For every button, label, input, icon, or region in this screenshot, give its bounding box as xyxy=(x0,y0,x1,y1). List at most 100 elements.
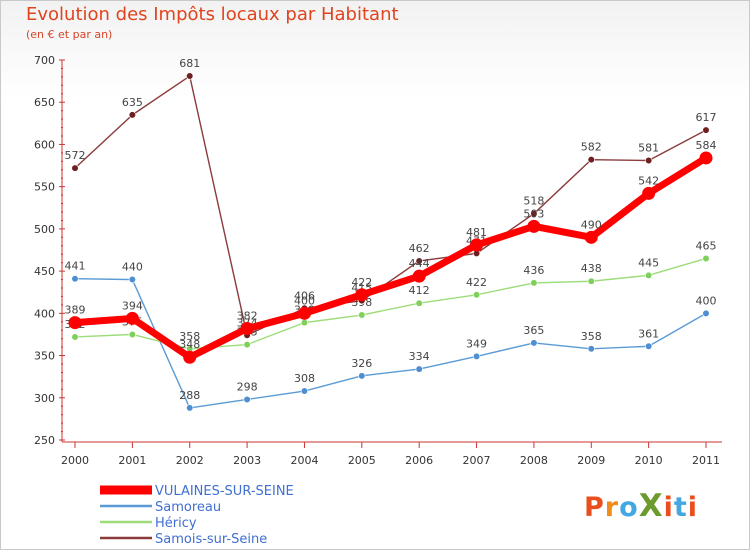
data-point-vulaines-sur-seine xyxy=(527,219,541,233)
data-point-vulaines-sur-seine xyxy=(68,316,82,330)
legend-label-samois-sur-seine: Samois-sur-Seine xyxy=(155,532,267,547)
data-point-vulaines-sur-seine xyxy=(355,288,369,302)
series-line-hericy xyxy=(74,257,707,350)
data-label-samois-sur-seine: 572 xyxy=(65,149,86,162)
data-point-samoreau xyxy=(587,345,595,353)
data-point-vulaines-sur-seine xyxy=(584,230,598,244)
y-tick-label: 550 xyxy=(34,181,55,194)
series-line-vulaines-sur-seine xyxy=(71,154,710,361)
x-tick-label: 2011 xyxy=(692,454,720,467)
data-point-samoreau xyxy=(415,365,423,373)
y-tick-label: 500 xyxy=(34,223,55,236)
data-point-hericy xyxy=(645,271,653,279)
data-point-samois-sur-seine xyxy=(71,164,79,172)
x-tick-label: 2007 xyxy=(463,454,491,467)
y-tick-label: 250 xyxy=(34,434,55,447)
x-tick-label: 2002 xyxy=(176,454,204,467)
data-point-samoreau xyxy=(530,339,538,347)
data-label-samoreau: 326 xyxy=(351,357,372,370)
data-label-samoreau: 334 xyxy=(409,350,430,363)
logo-letter: t xyxy=(673,492,688,523)
data-label-samoreau: 441 xyxy=(65,260,86,273)
data-label-hericy: 412 xyxy=(409,284,430,297)
data-label-hericy: 358 xyxy=(179,330,200,343)
series-line-samoreau xyxy=(74,278,707,409)
data-label-vulaines-sur-seine: 542 xyxy=(638,174,659,187)
data-point-samoreau xyxy=(186,404,194,412)
data-label-vulaines-sur-seine: 422 xyxy=(351,276,372,289)
data-point-vulaines-sur-seine xyxy=(642,186,656,200)
chart-title: Evolution des Impôts locaux par Habitant xyxy=(26,4,399,25)
data-label-vulaines-sur-seine: 584 xyxy=(696,139,717,152)
data-point-samois-sur-seine xyxy=(530,210,538,218)
x-tick-label: 2004 xyxy=(290,454,318,467)
data-label-samois-sur-seine: 518 xyxy=(523,195,544,208)
data-label-hericy: 422 xyxy=(466,276,487,289)
data-point-hericy xyxy=(472,291,481,299)
logo-letter: X xyxy=(638,488,664,524)
legend-label-hericy: Héricy xyxy=(155,516,197,531)
data-label-vulaines-sur-seine: 382 xyxy=(237,310,258,323)
data-point-samoreau xyxy=(358,372,366,380)
data-point-vulaines-sur-seine xyxy=(125,311,139,325)
data-label-samois-sur-seine: 681 xyxy=(179,57,200,70)
data-point-vulaines-sur-seine xyxy=(699,151,713,165)
data-point-samoreau xyxy=(645,342,653,350)
data-point-hericy xyxy=(530,279,538,287)
data-label-vulaines-sur-seine: 394 xyxy=(122,299,143,312)
data-label-samois-sur-seine: 462 xyxy=(409,242,430,255)
logo-letter: i xyxy=(663,492,674,523)
data-label-samoreau: 288 xyxy=(179,389,200,402)
data-label-vulaines-sur-seine: 503 xyxy=(523,207,544,220)
data-label-samois-sur-seine: 581 xyxy=(638,141,659,154)
y-tick-label: 650 xyxy=(34,96,55,109)
legend-label-vulaines-sur-seine: VULAINES-SUR-SEINE xyxy=(155,484,294,499)
data-point-vulaines-sur-seine xyxy=(240,322,254,336)
x-tick-label: 2008 xyxy=(520,454,548,467)
x-tick-label: 2001 xyxy=(118,454,146,467)
x-tick-label: 2000 xyxy=(61,454,89,467)
y-tick-label: 700 xyxy=(34,54,55,67)
data-point-vulaines-sur-seine xyxy=(183,350,197,364)
proxiti-logo: ProXiti xyxy=(584,488,698,524)
data-point-samoreau xyxy=(702,309,710,317)
data-point-hericy xyxy=(243,340,251,349)
data-point-samoreau xyxy=(300,387,309,395)
data-label-samoreau: 365 xyxy=(523,324,544,337)
data-label-vulaines-sur-seine: 490 xyxy=(581,218,602,231)
data-point-vulaines-sur-seine xyxy=(412,269,426,283)
data-label-samoreau: 298 xyxy=(237,380,258,393)
data-point-samois-sur-seine xyxy=(415,257,423,265)
data-point-samoreau xyxy=(128,275,136,284)
x-tick-label: 2005 xyxy=(348,454,376,467)
data-label-vulaines-sur-seine: 348 xyxy=(179,338,200,351)
data-label-samois-sur-seine: 635 xyxy=(122,96,143,109)
data-label-samoreau: 308 xyxy=(294,372,315,385)
data-label-vulaines-sur-seine: 389 xyxy=(65,304,86,317)
x-tick-label: 2009 xyxy=(577,454,605,467)
data-label-vulaines-sur-seine: 400 xyxy=(294,294,315,307)
data-point-samois-sur-seine xyxy=(186,72,194,80)
data-point-samoreau xyxy=(71,275,79,283)
data-point-samois-sur-seine xyxy=(645,156,653,165)
data-label-samois-sur-seine: 582 xyxy=(581,141,602,154)
series-line-samois-sur-seine xyxy=(74,75,707,336)
data-label-vulaines-sur-seine: 444 xyxy=(409,257,430,270)
data-point-hericy xyxy=(415,299,423,307)
data-point-hericy xyxy=(587,277,595,285)
data-label-hericy: 436 xyxy=(523,264,544,277)
data-label-hericy: 445 xyxy=(638,256,659,269)
data-point-hericy xyxy=(71,333,79,341)
data-point-vulaines-sur-seine xyxy=(470,238,484,252)
data-label-vulaines-sur-seine: 481 xyxy=(466,226,487,239)
data-label-samois-sur-seine: 617 xyxy=(696,111,717,124)
data-label-samoreau: 349 xyxy=(466,337,487,350)
data-point-hericy xyxy=(358,311,366,319)
y-tick-label: 400 xyxy=(34,307,55,320)
data-point-samoreau xyxy=(243,395,251,404)
data-label-hericy: 438 xyxy=(581,262,602,275)
y-tick-label: 450 xyxy=(34,265,55,278)
data-point-hericy xyxy=(702,254,710,263)
